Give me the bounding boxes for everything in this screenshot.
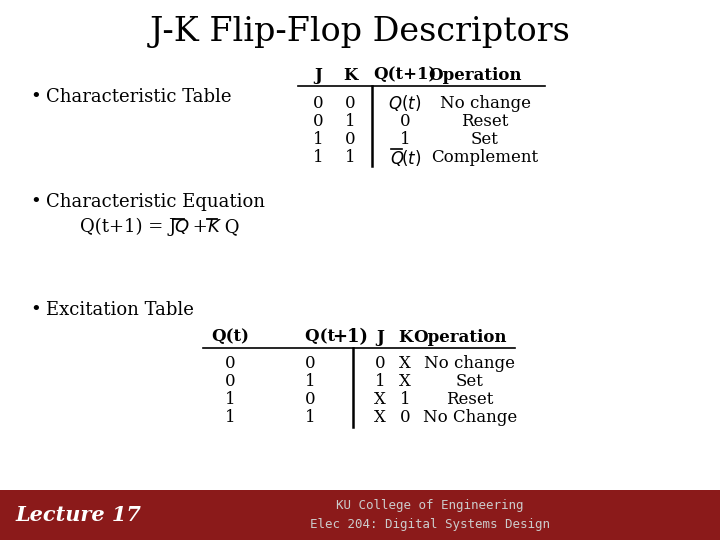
Text: J: J [314,66,322,84]
Text: J-K Flip-Flop Descriptors: J-K Flip-Flop Descriptors [150,16,570,48]
Text: Operation: Operation [413,328,507,346]
Text: Set: Set [471,132,499,148]
Text: Excitation Table: Excitation Table [46,301,194,319]
Text: $\mathit{Q}$: $\mathit{Q}$ [174,218,189,237]
Text: +1): +1) [332,328,368,346]
Text: 0: 0 [225,373,235,389]
Text: Set: Set [456,373,484,389]
Text: X: X [374,390,386,408]
Text: X: X [399,354,411,372]
Text: No change: No change [425,354,516,372]
Text: 0: 0 [400,113,410,131]
Text: KU College of Engineering
Elec 204: Digital Systems Design: KU College of Engineering Elec 204: Digi… [310,499,550,531]
Text: 1: 1 [305,373,315,389]
Text: Q(t+1) = J: Q(t+1) = J [80,218,176,236]
Text: 1: 1 [312,132,323,148]
Text: 0: 0 [345,132,355,148]
Text: 1: 1 [374,373,385,389]
Text: 0: 0 [374,354,385,372]
Text: No change: No change [439,94,531,111]
Text: 0: 0 [305,354,315,372]
Text: 1: 1 [400,132,410,148]
Text: •: • [30,193,41,211]
Text: K: K [398,328,412,346]
Text: Reset: Reset [446,390,494,408]
Text: Q(t: Q(t [305,328,341,346]
Text: +: + [187,218,214,236]
Text: 1: 1 [312,150,323,166]
Text: •: • [30,301,41,319]
Text: Characteristic Table: Characteristic Table [46,88,232,106]
Text: Complement: Complement [431,150,539,166]
Text: Characteristic Equation: Characteristic Equation [46,193,265,211]
Text: 1: 1 [345,150,355,166]
Text: $\mathit{Q}$: $\mathit{Q}$ [390,148,404,167]
Text: 0: 0 [312,113,323,131]
Text: Q(t+1): Q(t+1) [373,66,437,84]
Text: 0: 0 [400,408,410,426]
Text: 0: 0 [225,354,235,372]
Text: 1: 1 [225,408,235,426]
Text: •: • [30,88,41,106]
Text: K: K [343,66,357,84]
Text: $\mathit{K}$: $\mathit{K}$ [207,218,222,236]
Text: Operation: Operation [428,66,522,84]
Text: 1: 1 [345,113,355,131]
Text: 1: 1 [225,390,235,408]
Text: $\mathit{(t)}$: $\mathit{(t)}$ [401,148,421,168]
Text: Reset: Reset [462,113,509,131]
Text: 0: 0 [312,94,323,111]
Text: No Change: No Change [423,408,517,426]
Text: X: X [374,408,386,426]
Text: 0: 0 [305,390,315,408]
Text: 0: 0 [345,94,355,111]
Text: J: J [376,328,384,346]
Text: Lecture 17: Lecture 17 [15,505,141,525]
Text: Q(t): Q(t) [211,328,249,346]
Text: Q: Q [219,218,240,236]
Text: 1: 1 [305,408,315,426]
Text: X: X [399,373,411,389]
Text: $\mathit{Q(t)}$: $\mathit{Q(t)}$ [388,93,422,113]
Bar [0,490,720,540]
Text: 1: 1 [400,390,410,408]
